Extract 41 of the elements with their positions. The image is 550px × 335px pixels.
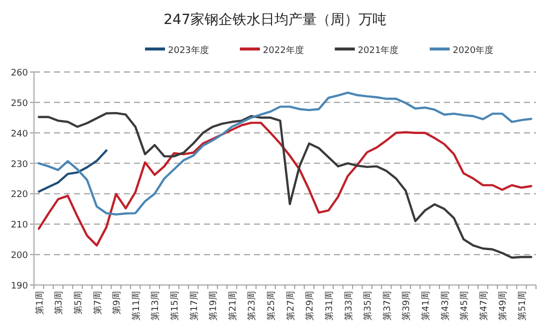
line-series xyxy=(38,92,532,216)
chart-title: 247家钢企铁水日均产量（周）万吨 xyxy=(164,12,386,28)
x-tick-label: 第31周 xyxy=(324,291,335,320)
x-tick-label: 第11周 xyxy=(130,291,142,320)
x-tick-label: 第7周 xyxy=(92,291,104,315)
legend-label: 2021年度 xyxy=(358,45,399,56)
x-tick-label: 第29周 xyxy=(304,291,316,320)
y-tick-label: 260 xyxy=(10,68,28,78)
x-tick-label: 第9周 xyxy=(112,291,123,315)
x-tick-label: 第33周 xyxy=(343,291,354,320)
y-tick-label: 200 xyxy=(10,251,28,262)
x-tick-label: 第17周 xyxy=(188,291,200,320)
x-tick-label: 第3周 xyxy=(54,291,65,315)
x-tick-label: 第39周 xyxy=(401,291,412,320)
x-tick-label: 第13周 xyxy=(150,291,162,320)
x-tick-label: 第23周 xyxy=(246,291,258,320)
y-tick-label: 250 xyxy=(10,98,28,109)
y-tick-label: 220 xyxy=(10,190,28,200)
y-tick-label: 230 xyxy=(10,160,28,170)
y-tick-label: 240 xyxy=(10,129,28,140)
x-tick-label: 第1周 xyxy=(34,291,46,315)
x-tick-label: 第51周 xyxy=(517,291,528,320)
x-tick-label: 第21周 xyxy=(227,291,238,320)
x-tick-label: 第47周 xyxy=(478,291,490,320)
y-tick-label: 190 xyxy=(10,282,28,292)
x-tick-label: 第15周 xyxy=(169,291,180,320)
legend-label: 2020年度 xyxy=(452,45,494,56)
x-tick-label: 第49周 xyxy=(498,291,509,320)
x-tick-label: 第25周 xyxy=(266,291,278,320)
legend-label: 2023年度 xyxy=(168,45,209,56)
x-tick-label: 第37周 xyxy=(382,291,393,320)
x-tick-label: 第19周 xyxy=(208,291,220,320)
line-series xyxy=(38,149,108,193)
x-tick-label: 第35周 xyxy=(362,291,374,320)
y-tick-label: 210 xyxy=(10,220,28,231)
x-tick-label: 第5周 xyxy=(72,291,84,315)
x-tick-label: 第45周 xyxy=(459,291,470,320)
x-tick-label: 第41周 xyxy=(420,291,432,320)
x-tick-label: 第43周 xyxy=(440,291,451,320)
x-tick-label: 第27周 xyxy=(285,291,296,320)
legend-label: 2022年度 xyxy=(262,45,304,56)
